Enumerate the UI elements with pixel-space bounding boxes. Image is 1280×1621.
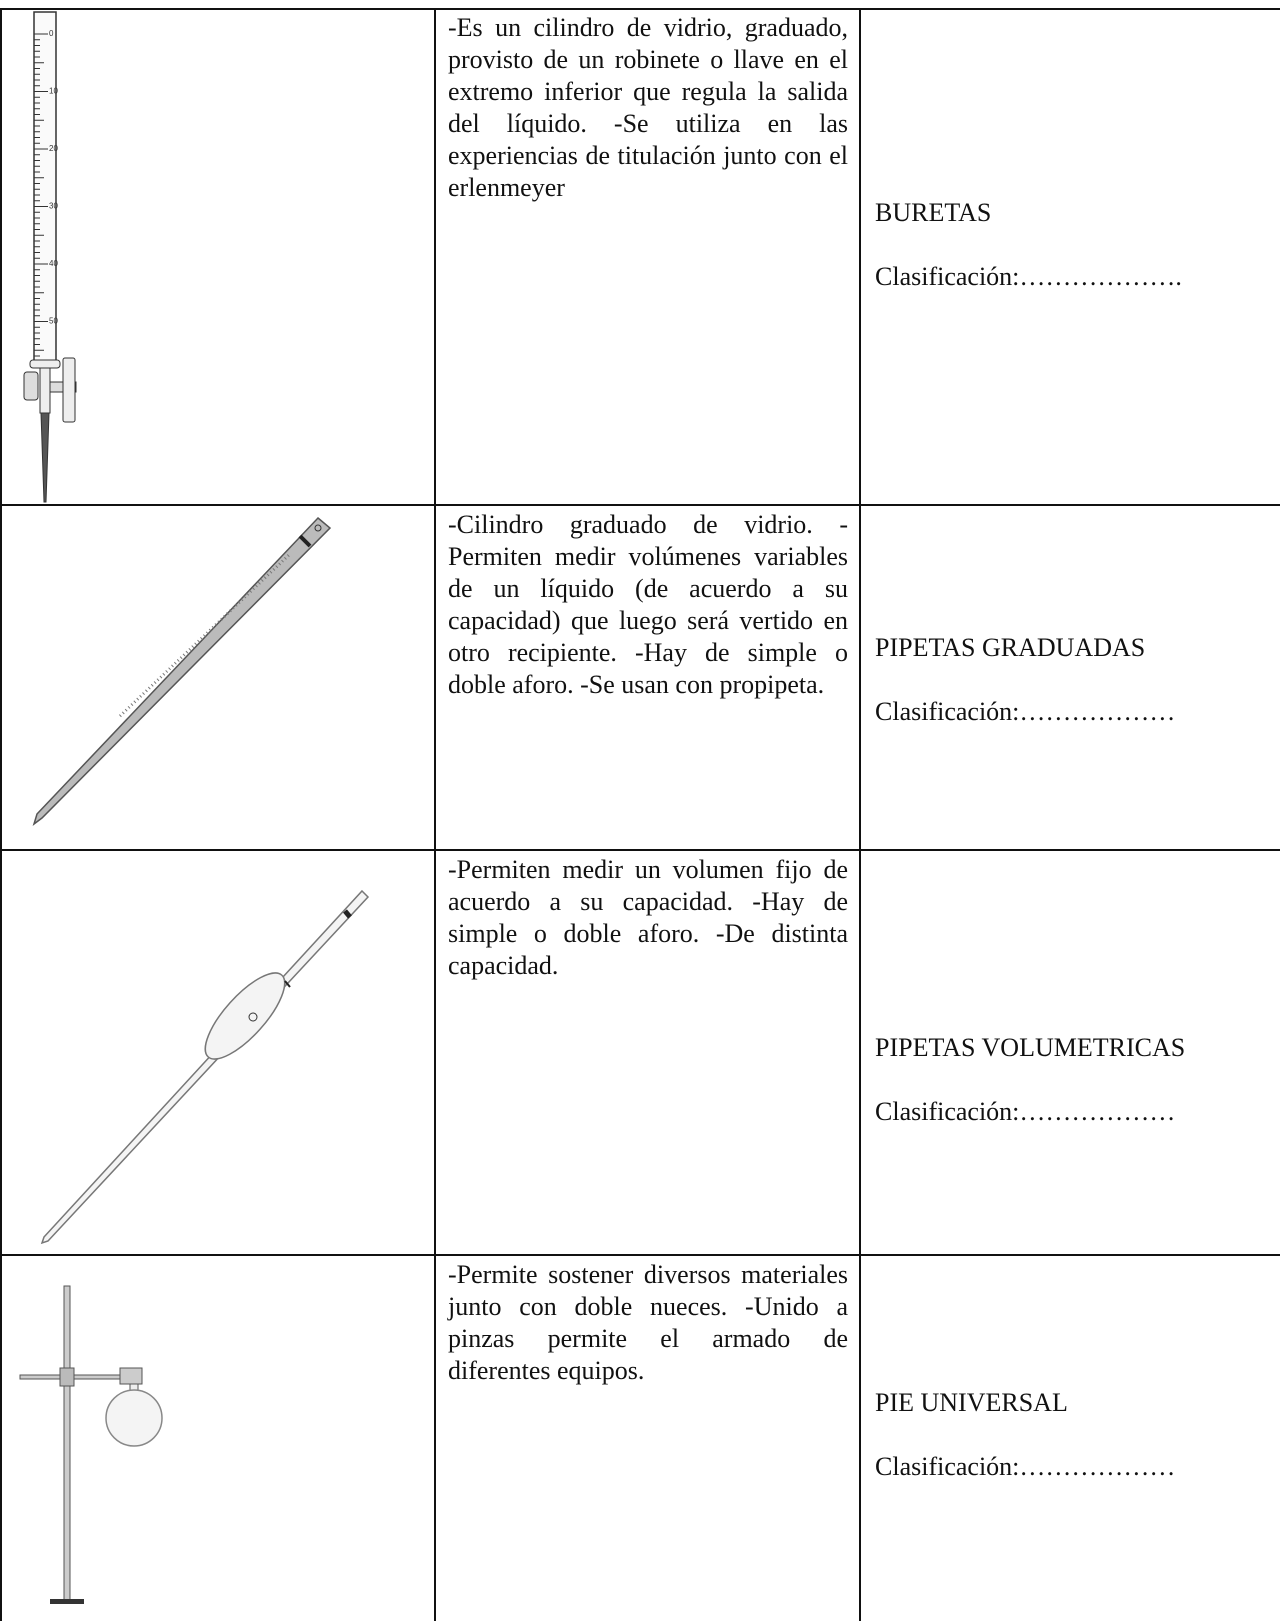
classification: Clasificación:……………… <box>875 697 1176 726</box>
classification: Clasificación:………………. <box>875 262 1182 291</box>
burette-illustration: 0 10 20 30 40 50 <box>23 11 77 503</box>
instrument-name: PIPETAS VOLUMETRICAS <box>875 1033 1186 1062</box>
scale-label: 30 <box>49 202 58 211</box>
row-border <box>0 8 1280 10</box>
name-cell: BURETAS Clasificación:………………. <box>875 170 1275 320</box>
classification: Clasificación:……………… <box>875 1097 1176 1126</box>
description: -Es un cilindro de vidrio, graduado, pro… <box>448 13 848 202</box>
instrument-name: PIPETAS GRADUADAS <box>875 633 1146 662</box>
column-border <box>434 8 436 1621</box>
column-border <box>0 8 2 1621</box>
classification: Clasificación:……………… <box>875 1452 1176 1481</box>
row-border <box>0 1254 1280 1256</box>
row-border <box>0 849 1280 851</box>
instrument-name: BURETAS <box>875 198 992 227</box>
scale-label: 40 <box>49 259 58 268</box>
scale-label: 0 <box>49 29 54 38</box>
scale-label: 10 <box>49 87 58 96</box>
universal-stand-illustration <box>19 1285 163 1604</box>
scale-label: 20 <box>49 144 58 153</box>
name-cell: PIPETAS VOLUMETRICAS Clasificación:……………… <box>875 1005 1275 1155</box>
description: -Permiten medir un volumen fijo de acuer… <box>448 855 848 980</box>
row-border <box>0 504 1280 506</box>
description: -Permite sostener diversos materiales ju… <box>448 1260 848 1385</box>
name-cell: PIE UNIVERSAL Clasificación:……………… <box>875 1360 1275 1510</box>
column-border <box>859 8 861 1621</box>
description: -Cilindro graduado de vidrio. -Permiten … <box>448 510 848 699</box>
instrument-name: PIE UNIVERSAL <box>875 1388 1068 1417</box>
graduated-pipette-illustration <box>32 516 332 826</box>
name-cell: PIPETAS GRADUADAS Clasificación:……………… <box>875 605 1275 755</box>
volumetric-pipette-illustration <box>40 889 370 1245</box>
scale-label: 50 <box>49 317 58 326</box>
